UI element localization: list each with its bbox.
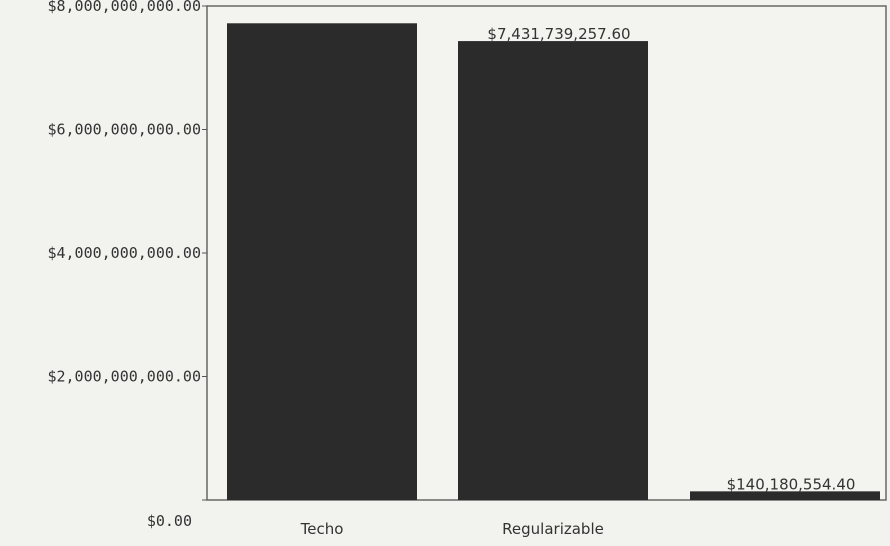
- y-tick-label: $0.00: [147, 512, 192, 530]
- x-axis: Techo Regularizable: [300, 520, 604, 538]
- y-tick-label: $8,000,000,000.00: [47, 0, 201, 15]
- bar-data-label: $140,180,554.40: [727, 475, 856, 493]
- y-tick-label: $4,000,000,000.00: [47, 244, 201, 262]
- bar: [690, 491, 880, 500]
- bar: [458, 41, 648, 501]
- data-labels: $7,431,739,257.60 $140,180,554.40: [487, 25, 855, 493]
- bar: [227, 23, 417, 500]
- bar-data-label: $7,431,739,257.60: [487, 25, 630, 43]
- x-category-label: Regularizable: [502, 520, 604, 538]
- bars: [227, 23, 880, 501]
- y-tick-label: $6,000,000,000.00: [47, 121, 201, 139]
- x-category-label: Techo: [300, 520, 344, 538]
- y-axis: $0.00 $2,000,000,000.00 $4,000,000,000.00 $…: [47, 0, 207, 530]
- y-tick-label: $2,000,000,000.00: [47, 368, 201, 386]
